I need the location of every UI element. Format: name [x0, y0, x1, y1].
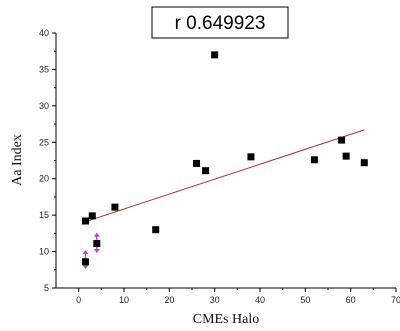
plot-area — [55, 33, 396, 289]
y-axis-title: Aa Index — [10, 134, 25, 186]
y-tick-label: 5 — [44, 283, 49, 293]
x-tick-label: 60 — [346, 295, 356, 305]
data-point — [360, 159, 368, 167]
data-point — [211, 51, 219, 59]
regression-line — [83, 129, 365, 223]
annotation-text: r 0.649923 — [175, 13, 266, 34]
x-tick-label: 0 — [76, 295, 81, 305]
y-tick-label: 10 — [39, 247, 49, 257]
data-point — [193, 159, 201, 167]
data-point — [81, 258, 89, 266]
data-point — [342, 152, 350, 160]
data-point — [202, 167, 210, 175]
data-point — [93, 240, 101, 248]
regression-line-group — [83, 129, 365, 223]
x-tick-label: 30 — [210, 295, 220, 305]
data-point — [81, 217, 89, 225]
data-point — [338, 136, 346, 144]
correlation-annotation: r 0.649923 — [151, 6, 289, 39]
x-tick-label: 50 — [300, 295, 310, 305]
data-point — [247, 153, 255, 161]
x-axis-title: CMEs Halo — [193, 312, 260, 327]
y-tick-label: 40 — [39, 28, 49, 38]
y-tick-label: 15 — [39, 210, 49, 220]
data-point — [152, 226, 160, 234]
x-tick-label: 10 — [119, 295, 129, 305]
y-tick-label: 20 — [39, 174, 49, 184]
y-tick-label: 35 — [39, 64, 49, 74]
annotation-box — [151, 6, 289, 39]
y-axis-ticks: 5 10 15 20 25 30 35 40 — [39, 28, 56, 293]
data-point — [111, 203, 119, 211]
data-points-group — [81, 51, 368, 266]
data-point — [310, 156, 318, 164]
y-tick-label: 25 — [39, 137, 49, 147]
x-tick-label: 70 — [391, 295, 400, 305]
y-tick-label: 30 — [39, 101, 49, 111]
x-axis-ticks: 0 10 20 30 40 50 60 70 — [76, 288, 400, 305]
x-tick-label: 40 — [255, 295, 265, 305]
x-tick-label: 20 — [164, 295, 174, 305]
data-point — [88, 212, 96, 220]
